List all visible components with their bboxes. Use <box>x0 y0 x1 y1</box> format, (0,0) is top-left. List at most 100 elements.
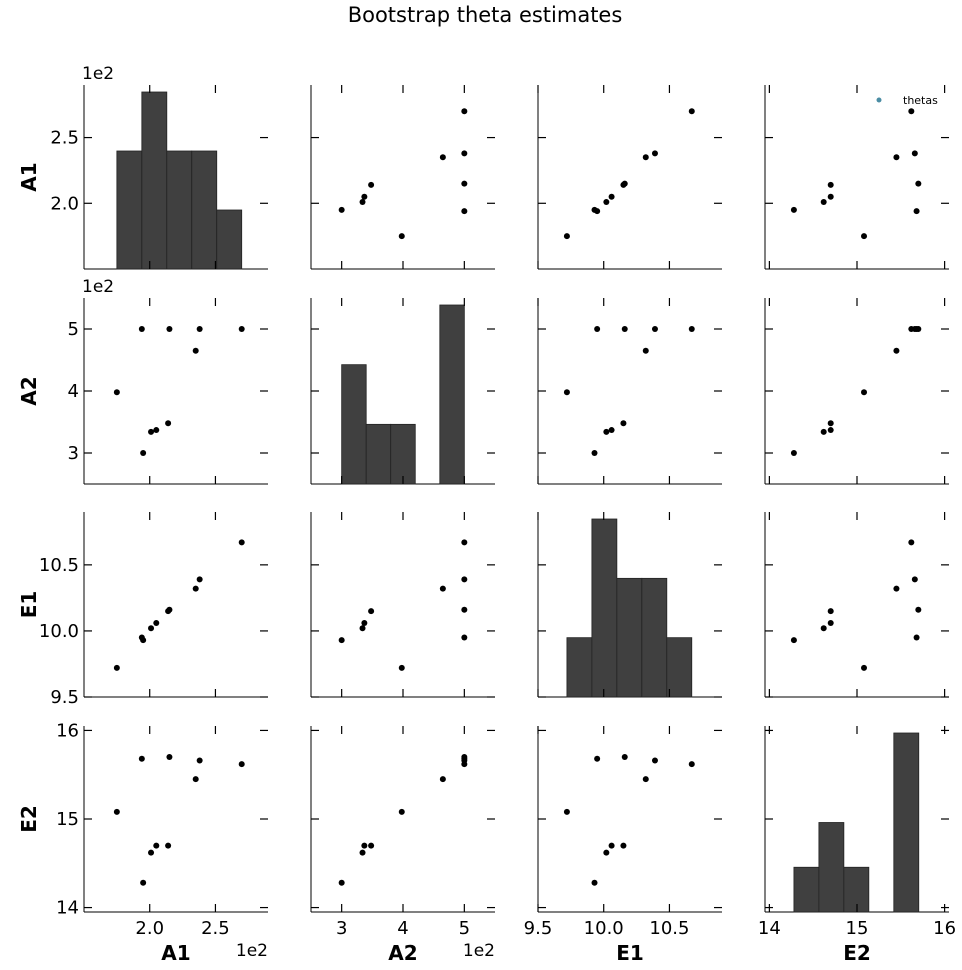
scatter-point <box>238 539 245 546</box>
y-tick-label: 2.0 <box>50 193 79 214</box>
scatter-point <box>138 634 145 641</box>
scatter-point <box>603 198 610 205</box>
hist-bar <box>591 518 618 698</box>
scatter-point <box>359 849 366 856</box>
panel-A1-vs-A2 <box>310 85 495 270</box>
scatter-point <box>911 150 918 157</box>
panel-A1-vs-E1 <box>537 85 722 270</box>
panel-A2-vs-A2 <box>310 298 495 485</box>
legend-marker <box>876 97 882 103</box>
scatter-point <box>461 108 468 115</box>
y-axis-label: A2 <box>17 376 41 405</box>
scatter-point <box>790 637 797 644</box>
scatter-point <box>461 606 468 613</box>
scatter-point <box>359 625 366 632</box>
x-tick-label: 10.0 <box>584 918 624 939</box>
scatter-point <box>591 450 598 456</box>
y-tick-label: 2.5 <box>50 128 79 149</box>
scatter-point <box>620 842 627 849</box>
scatter-point <box>790 450 797 456</box>
scatter-point <box>591 879 598 886</box>
y-exponent-label: 1e2 <box>82 64 114 84</box>
scatter-point <box>140 879 147 886</box>
hist-bar <box>641 577 668 698</box>
scatter-point <box>165 420 172 427</box>
scatter-point <box>338 879 345 886</box>
hist-bar <box>390 423 416 485</box>
scatter-point <box>893 585 900 592</box>
scatter-point <box>594 326 601 332</box>
x-tick-label: 2.5 <box>201 918 230 939</box>
hist-bar <box>843 866 870 913</box>
scatter-point <box>153 427 160 434</box>
scatter-point <box>461 634 468 641</box>
y-exponent-label: 1e2 <box>82 277 114 297</box>
hist-bar <box>616 577 643 698</box>
hist-bar <box>216 209 243 270</box>
hist-bar <box>116 150 143 270</box>
scatter-point <box>827 427 834 434</box>
scatter-point <box>621 326 628 332</box>
scatter-point <box>398 233 405 240</box>
scatter-point <box>361 620 368 626</box>
legend-label: thetas <box>903 94 938 107</box>
scatter-point <box>138 326 145 332</box>
y-axis-label: E2 <box>17 805 41 833</box>
scatter-point <box>196 757 203 764</box>
x-exponent-label: 1e2 <box>236 941 268 961</box>
scatter-point <box>192 347 199 354</box>
scatter-point <box>820 198 827 205</box>
y-tick-label: 3 <box>68 443 79 464</box>
scatter-point <box>651 757 658 764</box>
scatter-point <box>827 193 834 200</box>
panel-A2-vs-E2 <box>764 298 949 485</box>
x-tick-label: 14 <box>758 918 781 939</box>
panel-grid: 2.02.5A11e2thetas345A21e29.510.010.5E114… <box>17 64 956 965</box>
scatter-point <box>893 154 900 161</box>
x-tick-label: 4 <box>397 918 408 939</box>
legend: thetas <box>876 94 938 107</box>
scatter-point <box>140 450 147 456</box>
scatter-point <box>603 849 610 856</box>
scatter-point <box>642 776 649 783</box>
panel-E1-vs-E2 <box>764 512 949 698</box>
panel-E2-vs-E2: 14 15 16 E2 <box>758 726 956 965</box>
scatter-point <box>113 664 120 671</box>
scatter-point <box>594 755 601 762</box>
hist-bar <box>818 822 845 913</box>
scatter-point <box>398 664 405 671</box>
scatter-point <box>608 193 615 200</box>
scatter-point <box>398 808 405 815</box>
scatter-point <box>148 625 155 632</box>
scatter-point <box>196 326 203 332</box>
scatter-point <box>461 150 468 157</box>
x-axis-label: A1 <box>161 941 190 965</box>
scatter-point <box>368 842 375 849</box>
hist-bar <box>191 150 218 270</box>
scatter-point <box>439 776 446 783</box>
panel-E2-vs-A1: 14 15 16 2.0 2.5 E2 A1 1e2 <box>17 720 268 965</box>
y-tick-label: 10.5 <box>39 555 79 576</box>
scatter-point <box>461 576 468 583</box>
scatter-point <box>461 761 468 768</box>
scatter-point <box>338 206 345 213</box>
scatter-point <box>361 842 368 849</box>
scatter-point <box>439 154 446 161</box>
scatter-point <box>166 606 173 613</box>
scatter-point <box>439 585 446 592</box>
hist-bar <box>365 423 392 485</box>
scatter-point <box>148 428 155 435</box>
y-tick-label: 14 <box>56 898 79 919</box>
scatter-point <box>594 208 601 215</box>
scatter-point <box>893 347 900 354</box>
scatter-point <box>827 608 834 615</box>
scatter-point <box>563 808 570 815</box>
scatter-point <box>563 389 570 396</box>
x-tick-label: 2.0 <box>135 918 164 939</box>
scatter-point <box>148 849 155 856</box>
panel-A2-vs-A1: 3 4 5 A2 1e2 <box>17 277 268 485</box>
scatter-point <box>368 181 375 188</box>
panel-E2-vs-A2: 3 4 5 A2 1e2 <box>310 726 495 965</box>
scatter-point <box>820 625 827 632</box>
scatter-point <box>620 420 627 427</box>
